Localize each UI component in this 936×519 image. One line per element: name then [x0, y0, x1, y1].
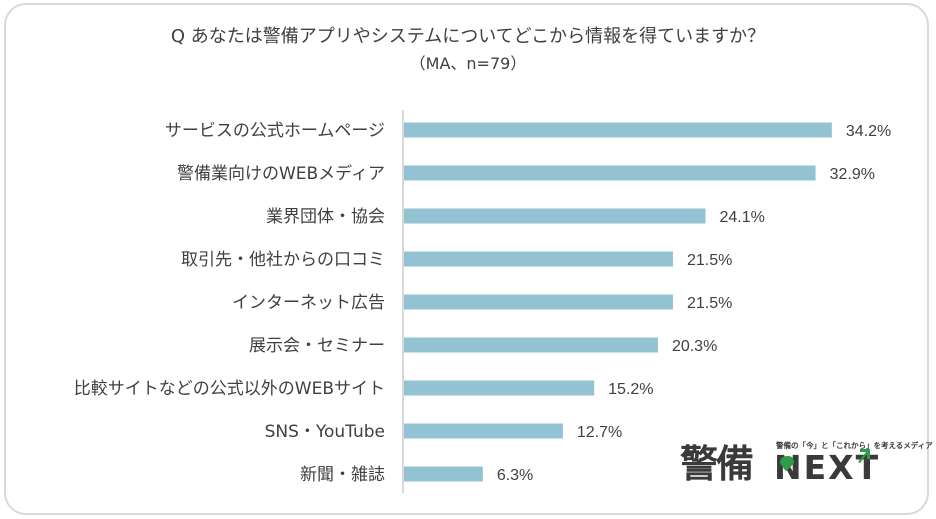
bar	[404, 251, 673, 267]
bar	[404, 466, 483, 482]
category-label: 新聞・雑誌	[300, 465, 385, 485]
data-label: 15.2%	[608, 381, 653, 398]
logo-wordmark-text: NEXT	[774, 448, 881, 487]
data-label: 24.1%	[719, 209, 764, 226]
category-label: SNS・YouTube	[265, 422, 385, 442]
logo-kanji: 警備	[680, 442, 754, 486]
data-label: 21.5%	[687, 252, 732, 269]
data-label: 21.5%	[687, 295, 732, 312]
chart-subtitle: （MA、n=79）	[409, 54, 527, 73]
bar	[404, 423, 563, 439]
logo-wordmark: NEXT	[774, 449, 880, 487]
logo: 警備 警備の「今」と「これから」を考えるメディア NEXT	[680, 438, 933, 488]
category-label: 警備業向けのWEBメディア	[177, 163, 385, 184]
logo-accents	[780, 449, 870, 471]
data-label: 34.2%	[846, 123, 891, 140]
bar	[404, 122, 832, 138]
chart-frame	[4, 3, 929, 515]
bar	[404, 337, 658, 353]
category-label: 展示会・セミナー	[249, 336, 385, 356]
logo-arrow-icon	[858, 449, 870, 463]
category-label: 業界団体・協会	[266, 207, 385, 227]
bar	[404, 208, 706, 224]
data-label: 12.7%	[577, 424, 622, 441]
bar	[404, 165, 816, 181]
bar	[404, 294, 673, 310]
logo-tagline: 警備の「今」と「これから」を考えるメディア	[776, 441, 933, 450]
category-label: 取引先・他社からの口コミ	[181, 250, 385, 270]
category-label: サービスの公式ホームページ	[165, 121, 385, 141]
chart-title: Q あなたは警備アプリやシステムについてどこから情報を得ていますか？	[170, 26, 766, 47]
data-label: 20.3%	[672, 338, 717, 355]
data-label: 32.9%	[830, 166, 875, 183]
data-label: 6.3%	[497, 467, 533, 484]
bar	[404, 380, 595, 396]
logo-leaf-icon	[780, 456, 794, 471]
category-label: インターネット広告	[232, 293, 385, 313]
category-label: 比較サイトなどの公式以外のWEBサイト	[74, 379, 385, 399]
